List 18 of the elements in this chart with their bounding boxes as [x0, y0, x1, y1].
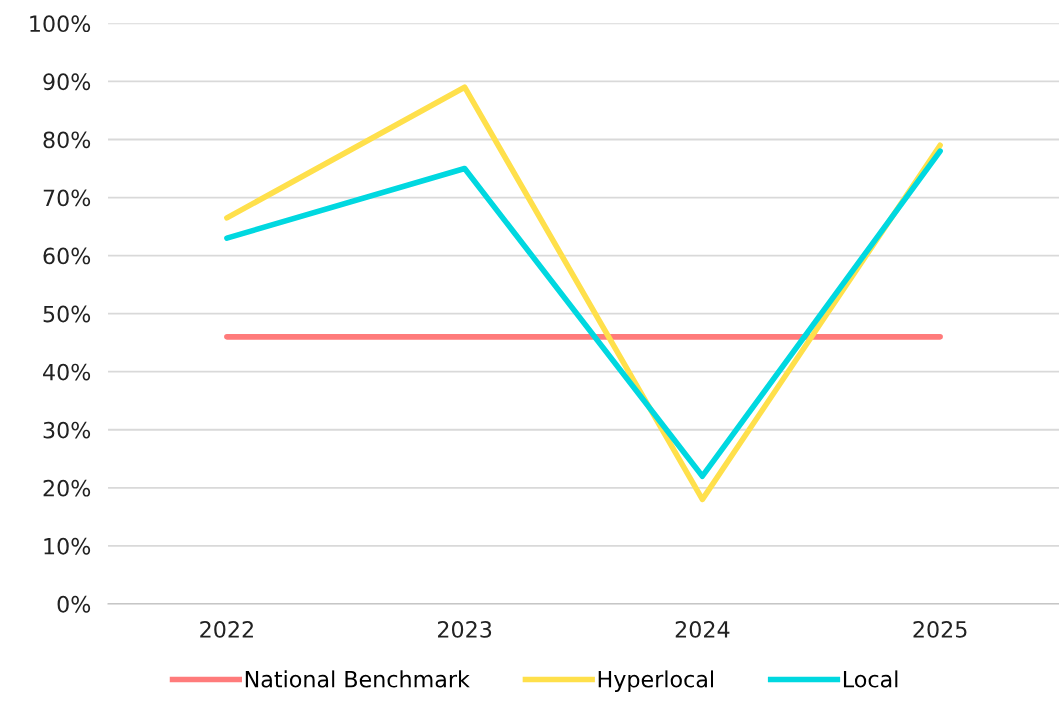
x-tick-label: 2023 [437, 620, 492, 638]
y-tick-label: 90% [43, 73, 91, 91]
x-tick-label: 2024 [675, 620, 730, 638]
y-tick-label: 30% [43, 421, 91, 439]
y-tick-label: 60% [43, 247, 91, 265]
y-tick-label: 0% [57, 595, 91, 613]
y-tick-label: 100% [30, 15, 91, 33]
y-tick-label: 10% [44, 537, 91, 555]
x-tick-label: 2022 [200, 620, 253, 638]
legend-label: National Benchmark [245, 670, 470, 688]
x-tick-label: 2025 [913, 620, 967, 638]
legend-label: Hyperlocal [598, 670, 714, 692]
y-tick-label: 80% [43, 131, 91, 149]
y-tick-label: 20% [43, 479, 91, 497]
y-tick-label: 70% [43, 189, 91, 207]
y-tick-label: 50% [43, 305, 91, 323]
legend-label: Local [843, 670, 898, 688]
y-tick-label: 40% [43, 363, 91, 381]
